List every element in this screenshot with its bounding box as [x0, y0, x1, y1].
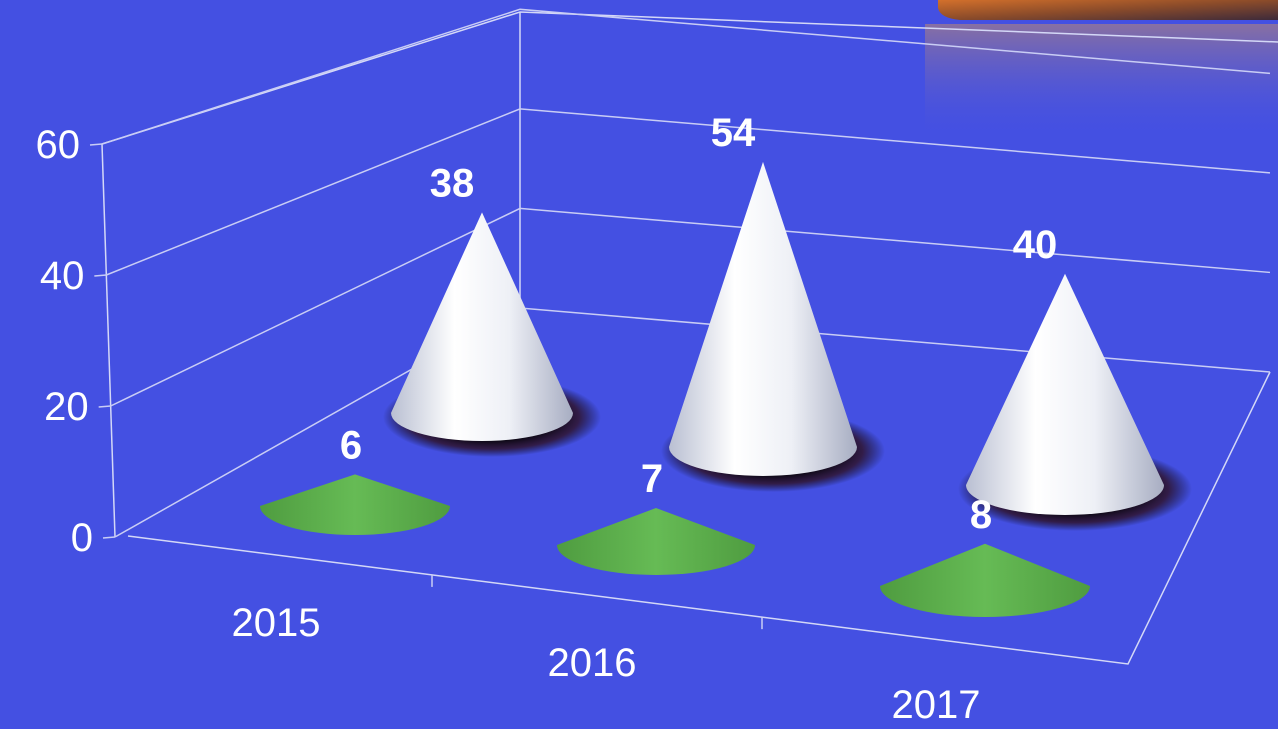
data-labels: 38 54 40 6 7 8 [340, 111, 1057, 537]
y-tick-mark [94, 274, 107, 277]
y-axis-ticks: 0 20 40 60 [36, 123, 116, 560]
y-tick-label: 40 [40, 254, 85, 298]
x-tick-label: 2015 [232, 601, 321, 645]
y-axis-line [101, 143, 116, 538]
x-tick-label: 2016 [548, 641, 637, 685]
cone-bar [880, 543, 1090, 617]
cone-bar [260, 474, 450, 535]
gridline [101, 8, 1271, 145]
data-label: 7 [641, 457, 663, 501]
corner-photo [938, 0, 1278, 20]
chart-frame [101, 11, 1278, 665]
data-label: 8 [970, 493, 992, 537]
y-tick-label: 0 [71, 516, 93, 560]
chart-marks [260, 161, 1192, 617]
data-label: 6 [340, 423, 362, 467]
data-label: 40 [1013, 223, 1058, 267]
corner-photo-reflection [925, 24, 1278, 140]
data-label: 54 [711, 111, 756, 155]
gridline [110, 207, 1271, 407]
y-tick-label: 60 [36, 123, 81, 167]
y-tick-mark [89, 143, 103, 146]
y-tick-mark [102, 536, 116, 539]
cone-bar [966, 273, 1164, 515]
data-label: 38 [430, 161, 475, 205]
gridline [106, 108, 1271, 276]
y-tick-label: 20 [44, 385, 89, 429]
y-tick-mark [98, 405, 111, 408]
cone-bar [669, 161, 857, 476]
cone-bar [391, 212, 573, 441]
x-axis-ticks: 2015 2016 2017 [232, 574, 981, 727]
cone-bar [557, 508, 755, 575]
floor-front-edge [127, 371, 1271, 665]
x-tick-label: 2017 [892, 683, 981, 724]
